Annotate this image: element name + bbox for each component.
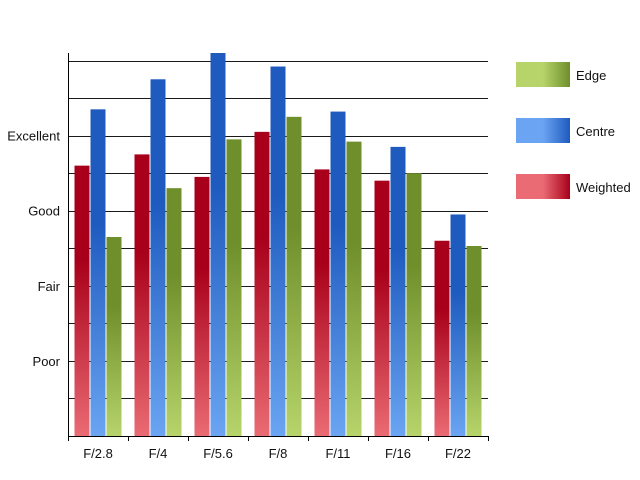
legend-swatch-weighted <box>516 174 570 199</box>
bar-centre-f56 <box>210 53 226 436</box>
legend-swatch-centre <box>516 118 570 143</box>
bar-edge-f4 <box>166 188 182 436</box>
y-tick-label: Poor <box>33 354 61 369</box>
axes <box>68 53 489 441</box>
bar-centre-f28 <box>90 109 106 436</box>
bar-weighted-f4 <box>134 154 150 436</box>
bar-centre-f16 <box>390 146 406 436</box>
bar-weighted-f22 <box>434 240 450 436</box>
bar-edge-f11 <box>346 141 362 436</box>
x-tick-label: F/16 <box>385 446 411 461</box>
legend-label-centre: Centre <box>576 124 615 139</box>
bar-weighted-f11 <box>314 169 330 436</box>
legend: Edge Centre Weighted <box>516 62 631 199</box>
y-tick-labels: Poor Fair Good Excellent <box>7 129 60 369</box>
y-tick-label: Excellent <box>7 129 60 144</box>
bars <box>74 53 482 437</box>
bar-weighted-f28 <box>74 165 90 436</box>
x-tick-labels: F/2.8 F/4 F/5.6 F/8 F/11 F/16 F/22 <box>83 446 471 461</box>
bar-centre-f22 <box>450 214 466 436</box>
bar-weighted-f8 <box>254 131 270 436</box>
bar-centre-f4 <box>150 79 166 437</box>
x-tick-label: F/2.8 <box>83 446 113 461</box>
bar-edge-f8 <box>286 116 302 436</box>
legend-swatch-edge <box>516 62 570 87</box>
bar-edge-f28 <box>106 236 122 436</box>
bar-centre-f11 <box>330 111 346 436</box>
x-tick-label: F/22 <box>445 446 471 461</box>
y-tick-label: Fair <box>38 279 61 294</box>
bar-edge-f22 <box>466 246 482 436</box>
x-tick-label: F/4 <box>149 446 168 461</box>
x-tick-label: F/11 <box>325 446 350 461</box>
legend-label-edge: Edge <box>576 68 606 83</box>
x-tick-label: F/5.6 <box>203 446 233 461</box>
bar-weighted-f16 <box>374 180 390 436</box>
x-tick-label: F/8 <box>269 446 288 461</box>
legend-label-weighted: Weighted <box>576 180 631 195</box>
bar-centre-f8 <box>270 66 286 437</box>
bar-weighted-f56 <box>194 176 210 437</box>
y-tick-label: Good <box>28 204 60 219</box>
bar-edge-f16 <box>406 173 422 436</box>
bar-edge-f56 <box>226 139 242 437</box>
